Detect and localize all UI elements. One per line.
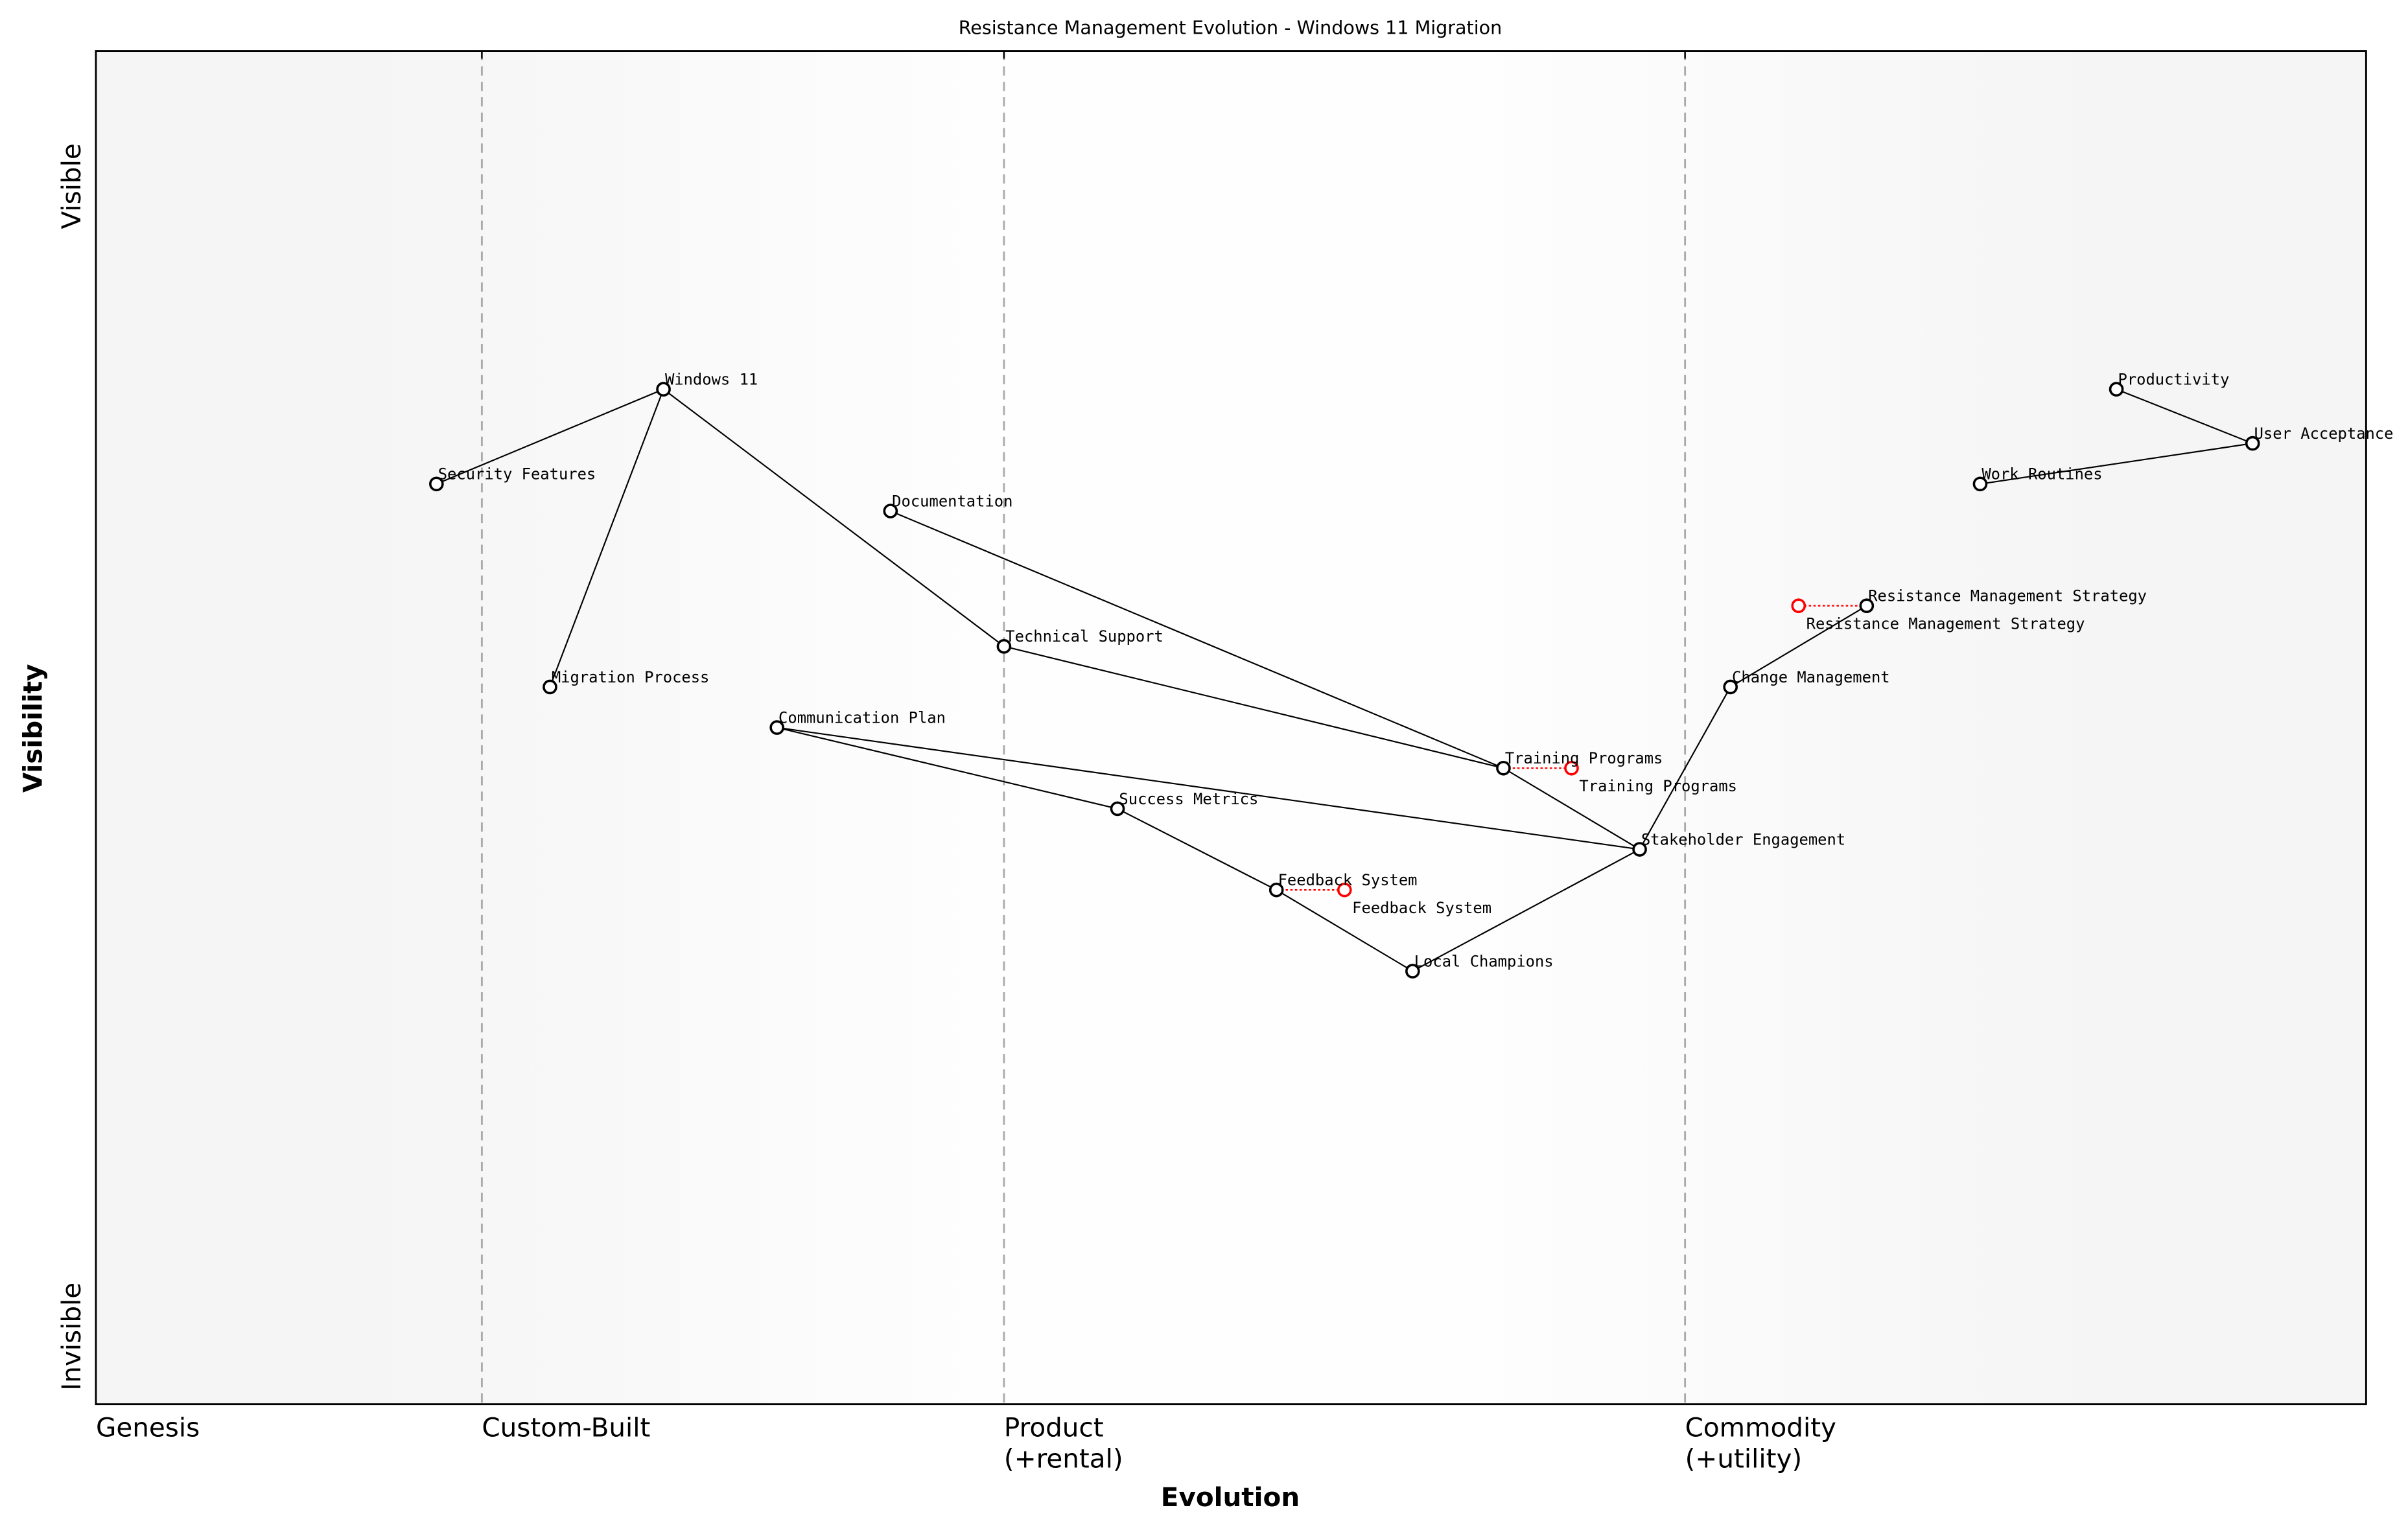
- evolved-label-feedback-system: Feedback System: [1352, 899, 1491, 917]
- link-communication-plan-to-success-metrics: [777, 727, 1118, 809]
- link-local-champions-to-stakeholder-engagement: [1412, 848, 1641, 972]
- node-label-feedback-system: Feedback System: [1278, 871, 1418, 889]
- node-label-work-routines: Work Routines: [1981, 465, 2102, 483]
- link-productivity-to-user-acceptance: [2116, 388, 2253, 445]
- y-axis-label: Visibility: [18, 664, 49, 793]
- evolved-node-training-programs: [1564, 760, 1579, 776]
- node-label-stakeholder-engagement: Stakeholder Engagement: [1641, 830, 1845, 848]
- node-windows-11: [656, 382, 671, 397]
- node-success-metrics: [1110, 801, 1125, 817]
- link-training-programs-to-stakeholder-engagement: [1502, 767, 1641, 850]
- node-label-change-management: Change Management: [1732, 668, 1890, 686]
- plot-frame: [95, 50, 2367, 1406]
- node-label-documentation: Documentation: [892, 492, 1012, 510]
- y-tick-label-invisible: Invisible: [56, 1283, 87, 1391]
- node-user-acceptance: [2245, 436, 2260, 451]
- link-technical-support-to-training-programs: [1003, 645, 1504, 769]
- x-tick-label-product: Product: [1004, 1412, 1104, 1443]
- node-label-windows-11: Windows 11: [665, 370, 758, 388]
- node-work-routines: [1972, 476, 1988, 492]
- node-feedback-system: [1268, 882, 1284, 898]
- node-label-security-features: Security Features: [438, 465, 596, 483]
- x-tick-label-custom-built: Custom-Built: [482, 1412, 650, 1443]
- node-label-migration-process: Migration Process: [552, 668, 710, 686]
- evolved-node-resistance-management-strategy: [1791, 598, 1806, 614]
- plot-background: [95, 51, 2367, 1404]
- link-security-features-to-windows-11: [436, 388, 664, 485]
- node-label-training-programs: Training Programs: [1505, 749, 1663, 767]
- link-communication-plan-to-stakeholder-engagement: [777, 727, 1640, 850]
- link-feedback-system-to-local-champions: [1276, 889, 1413, 972]
- node-label-resistance-management-strategy: Resistance Management Strategy: [1868, 587, 2147, 605]
- link-work-routines-to-user-acceptance: [1980, 443, 2253, 485]
- node-migration-process: [543, 679, 557, 695]
- node-label-technical-support: Technical Support: [1005, 627, 1163, 645]
- chart-title: Resistance Management Evolution - Window…: [959, 16, 1502, 38]
- x-tick-label-genesis: Genesis: [96, 1412, 200, 1443]
- node-label-productivity: Productivity: [2118, 370, 2229, 388]
- link-success-metrics-to-feedback-system: [1117, 808, 1277, 891]
- x-tick-sublabel-commodity: (+utility): [1685, 1443, 1803, 1474]
- y-tick-label-visible: Visible: [56, 143, 87, 229]
- node-change-management: [1723, 679, 1738, 695]
- node-label-local-champions: Local Champions: [1414, 952, 1554, 970]
- evolved-label-training-programs: Training Programs: [1579, 777, 1737, 795]
- node-stakeholder-engagement: [1632, 842, 1647, 857]
- link-documentation-to-training-programs: [890, 510, 1504, 769]
- node-resistance-management-strategy: [1859, 598, 1875, 614]
- link-windows-11-to-technical-support: [662, 388, 1005, 647]
- evolved-label-resistance-management-strategy: Resistance Management Strategy: [1806, 614, 2085, 633]
- node-local-champions: [1405, 964, 1420, 979]
- x-tick-sublabel-product: (+rental): [1004, 1443, 1123, 1474]
- node-label-communication-plan: Communication Plan: [778, 708, 946, 727]
- node-security-features: [429, 476, 444, 492]
- node-label-success-metrics: Success Metrics: [1119, 790, 1258, 808]
- node-technical-support: [996, 639, 1012, 654]
- x-axis-label: Evolution: [1161, 1482, 1300, 1513]
- node-productivity: [2109, 382, 2124, 397]
- x-tick-label-commodity: Commodity: [1685, 1412, 1836, 1443]
- link-windows-11-to-migration-process: [549, 389, 664, 688]
- link-change-management-to-resistance-management-strategy: [1730, 605, 1867, 688]
- link-stakeholder-engagement-to-change-management: [1639, 686, 1731, 850]
- node-communication-plan: [769, 720, 784, 735]
- evolved-node-feedback-system: [1337, 882, 1352, 898]
- node-training-programs: [1496, 760, 1511, 776]
- node-label-user-acceptance: User Acceptance: [2254, 424, 2394, 443]
- node-documentation: [883, 504, 898, 518]
